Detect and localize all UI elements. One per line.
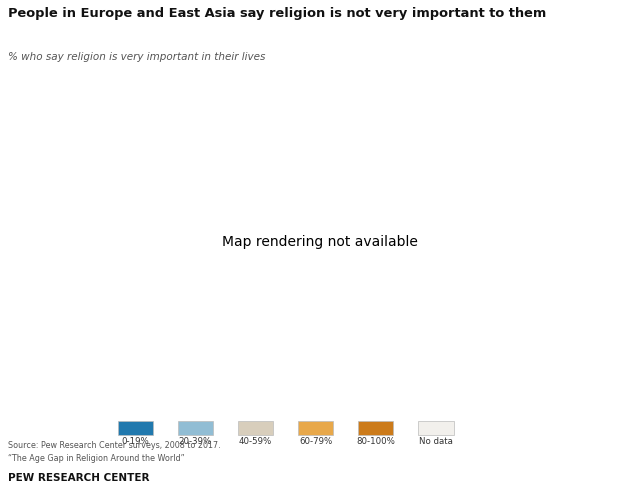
Text: “The Age Gap in Religion Around the World”: “The Age Gap in Religion Around the Worl… bbox=[8, 454, 184, 463]
Bar bbox=[358, 421, 394, 434]
Text: 60-79%: 60-79% bbox=[299, 437, 332, 446]
Bar bbox=[298, 421, 333, 434]
Text: PEW RESEARCH CENTER: PEW RESEARCH CENTER bbox=[8, 473, 149, 484]
Text: People in Europe and East Asia say religion is not very important to them: People in Europe and East Asia say relig… bbox=[8, 7, 546, 20]
Bar bbox=[419, 421, 454, 434]
Text: No data: No data bbox=[419, 437, 453, 446]
Text: % who say religion is very important in their lives: % who say religion is very important in … bbox=[8, 52, 265, 62]
Bar bbox=[118, 421, 153, 434]
Text: 80-100%: 80-100% bbox=[356, 437, 395, 446]
Bar bbox=[238, 421, 273, 434]
Text: 40-59%: 40-59% bbox=[239, 437, 272, 446]
Text: Map rendering not available: Map rendering not available bbox=[222, 235, 418, 249]
Text: 20-39%: 20-39% bbox=[179, 437, 212, 446]
Text: Source: Pew Research Center surveys, 2008 to 2017.: Source: Pew Research Center surveys, 200… bbox=[8, 441, 220, 450]
Bar bbox=[178, 421, 213, 434]
Text: 0-19%: 0-19% bbox=[122, 437, 149, 446]
